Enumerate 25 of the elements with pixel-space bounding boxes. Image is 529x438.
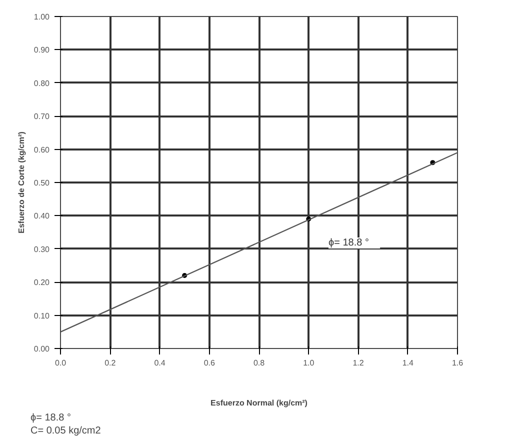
- y-tick-label: 0.80: [34, 78, 50, 88]
- y-tick-label: 0.10: [34, 311, 50, 320]
- y-tick-label: 1.00: [34, 12, 50, 22]
- y-tick-label: 0.50: [34, 178, 50, 188]
- y-axis-title: Esfuerzo de Corte (kg/cm²): [16, 131, 26, 234]
- x-tick-label: 0.6: [204, 358, 216, 368]
- x-tick-label: 0.8: [253, 358, 266, 368]
- x-tick-label: 1.0: [303, 358, 315, 368]
- x-tick-label: 0.0: [54, 358, 67, 368]
- y-tick-label: 0.40: [34, 212, 50, 221]
- y-tick-label: 0.90: [34, 46, 50, 55]
- x-tick-label: 1.6: [452, 358, 464, 368]
- y-tick-label: 0.70: [34, 112, 50, 122]
- y-tick-label: 0.30: [34, 244, 50, 254]
- x-axis-title: Esfuerzo Normal (kg/cm²): [210, 398, 308, 408]
- y-tick-label: 0.60: [34, 145, 50, 154]
- x-tick-label: 1.2: [352, 358, 364, 368]
- x-tick-label: 0.4: [154, 358, 166, 368]
- x-tick-label: 1.4: [402, 358, 414, 368]
- text: ϕ= 18.8 °: [30, 412, 71, 424]
- annotation: ϕ= 18.8 °: [328, 238, 369, 248]
- x-tick-label: 0.2: [104, 358, 116, 368]
- y-tick-label: 0.00: [34, 344, 50, 354]
- text: C= 0.05 kg/cm2: [30, 426, 102, 436]
- y-tick-label: 0.20: [34, 278, 50, 288]
